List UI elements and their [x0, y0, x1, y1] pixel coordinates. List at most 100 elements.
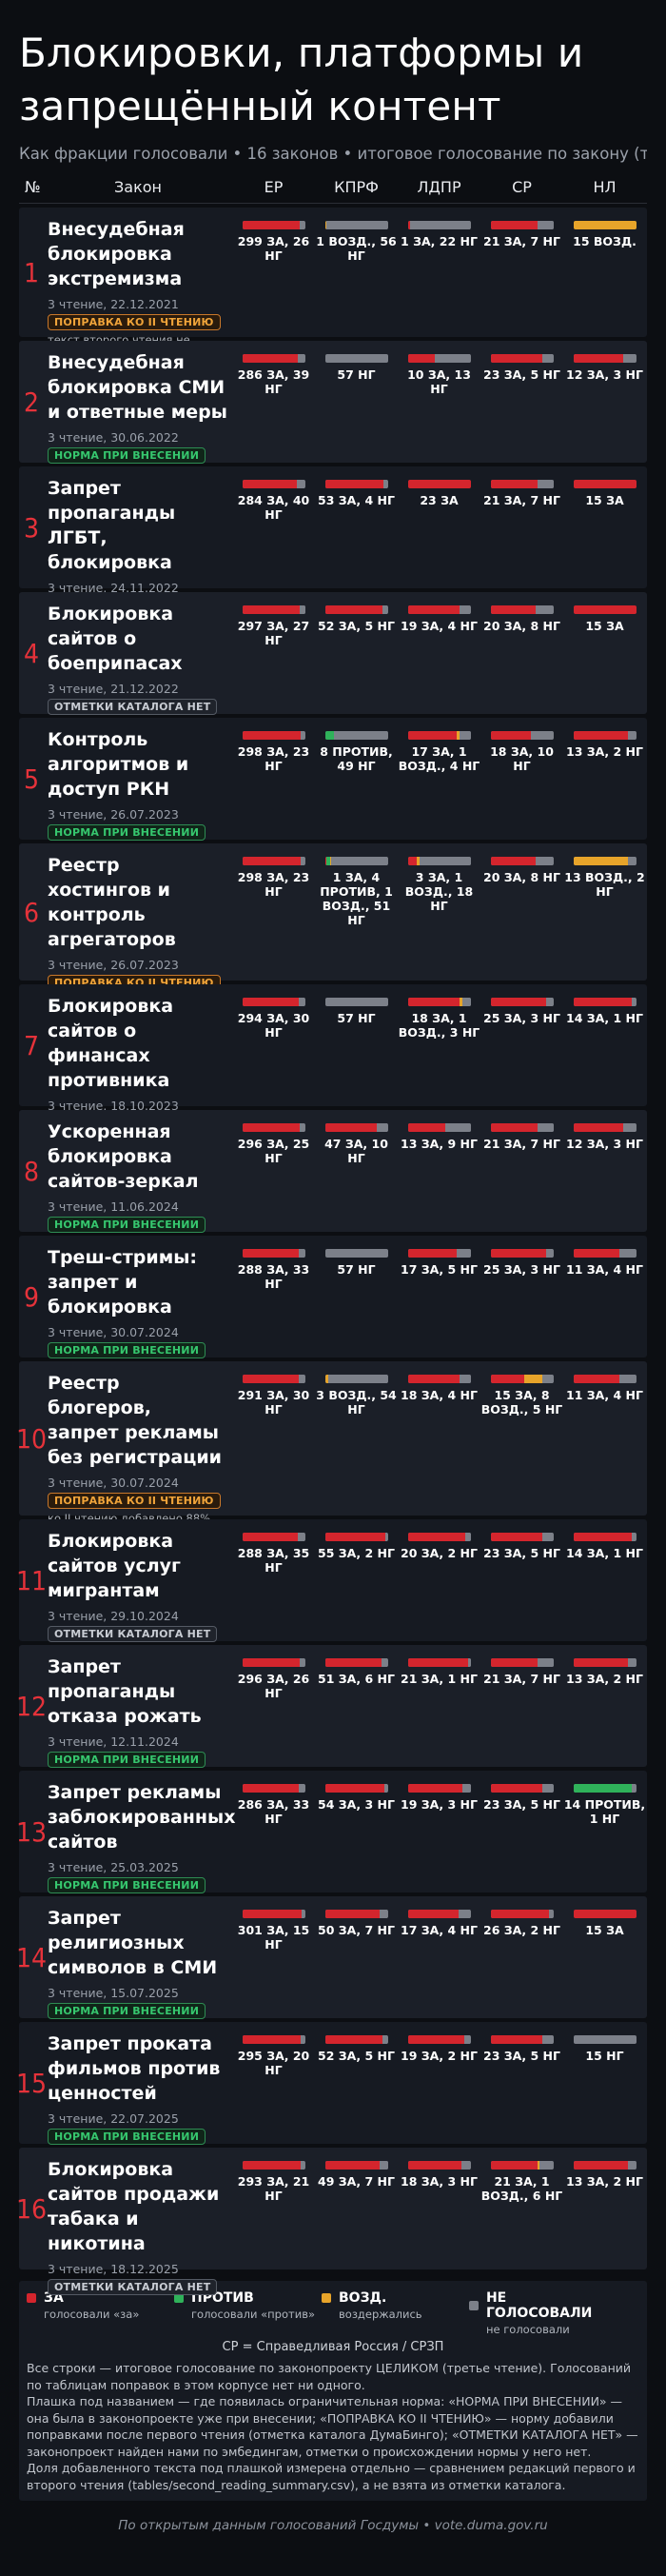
vote-bar-segment-ng	[325, 221, 388, 229]
vote-bar-segment-vo	[538, 2161, 540, 2170]
vote-bar-segment-ng	[538, 480, 554, 488]
vote-cell-ldpr: 19 ЗА, 2 НГ	[398, 2022, 480, 2144]
vote-bar-segment-za	[407, 480, 471, 488]
legend-label: НЕ ГОЛОСОВАЛИ	[485, 2290, 593, 2321]
vote-bar-segment-ng	[298, 1249, 305, 1258]
vote-bar	[490, 857, 554, 865]
status-badge: ОТМЕТКИ КАТАЛОГА НЕТ	[48, 1626, 218, 1642]
vote-bar-segment-za	[573, 2161, 628, 2170]
vote-label: 13 ЗА, 2 НГ	[566, 2174, 643, 2189]
vote-bar-segment-ng	[380, 2161, 388, 2170]
vote-bar-segment-za	[407, 2035, 465, 2044]
vote-bar-segment-ng	[324, 354, 388, 363]
vote-bar	[490, 998, 554, 1006]
vote-bar-segment-ng	[299, 1375, 305, 1383]
vote-cell-sr: 21 ЗА, 7 НГ	[480, 208, 563, 337]
vote-bar	[573, 2035, 637, 2044]
table-header: № Закон ЕР КПРФ ЛДПР СР НЛ	[19, 171, 647, 204]
vote-bar-segment-za	[324, 1658, 382, 1667]
vote-bar-segment-za	[324, 605, 382, 614]
vote-cell-kprf: 49 ЗА, 7 НГ	[315, 2148, 398, 2269]
vote-bar	[490, 1910, 554, 1918]
vote-bar-segment-ng	[541, 2035, 554, 2044]
vote-bar-segment-za	[324, 2161, 381, 2170]
vote-bar-segment-ng	[459, 731, 471, 740]
law-name: Внесудебная блокировка экстремизма	[48, 219, 185, 289]
vote-bar-segment-za	[242, 998, 300, 1006]
vote-bar	[407, 1658, 471, 1667]
vote-cell-sr: 21 ЗА, 7 НГ	[480, 1645, 563, 1767]
vote-bar	[573, 1784, 637, 1793]
row-number: 9	[23, 1280, 40, 1313]
table-body: 1 Внесудебная блокировка экстремизма 3 чте…	[15, 208, 647, 2295]
vote-cell-nl: 14 ЗА, 1 НГ	[563, 1519, 646, 1641]
vote-bar-segment-za	[490, 857, 536, 865]
vote-bar-segment-za	[242, 1533, 299, 1541]
row-number: 1	[23, 256, 40, 288]
vote-label: 15 НГ	[585, 2049, 624, 2063]
vote-bar	[242, 998, 305, 1006]
law-name: Блокировка сайтов о финансах противника	[48, 996, 174, 1091]
vote-bar-segment-za	[242, 480, 298, 488]
vote-label: 294 ЗА, 30 НГ	[237, 1011, 310, 1040]
vote-label: 11 ЗА, 4 НГ	[566, 1388, 643, 1402]
law-cell: Реестр блогеров, запрет рекламы без реги…	[44, 1361, 232, 1539]
vote-bar	[407, 1123, 471, 1132]
vote-bar-segment-za	[407, 857, 417, 865]
vote-cell-er: 284 ЗА, 40 НГ	[232, 466, 315, 588]
vote-bar	[490, 1658, 554, 1667]
vote-bar-segment-za	[242, 605, 300, 614]
vote-bar-segment-za	[407, 354, 436, 363]
vote-bar	[407, 2035, 471, 2044]
vote-bar	[573, 1910, 637, 1918]
vote-label: 8 ПРОТИВ, 49 НГ	[320, 744, 393, 773]
row-number: 15	[15, 2067, 48, 2099]
vote-label: 3 ВОЗД., 54 НГ	[316, 1388, 397, 1417]
law-cell: Запрет пропаганды ЛГБТ, блокировка 3 чтен…	[44, 466, 232, 614]
vote-bar-segment-ng	[300, 857, 305, 865]
vote-label: 12 ЗА, 3 НГ	[566, 1137, 643, 1151]
vote-label: 291 ЗА, 30 НГ	[237, 1388, 310, 1417]
vote-bar	[242, 1784, 305, 1793]
vote-bar	[490, 354, 554, 363]
vote-label: 52 ЗА, 5 НГ	[318, 2049, 395, 2063]
vote-cell-nl: 13 ЗА, 2 НГ	[563, 2148, 646, 2269]
vote-bar	[324, 857, 388, 865]
vote-cell-ldpr: 17 ЗА, 4 НГ	[398, 1896, 480, 2018]
vote-cell-kprf: 57 НГ	[315, 984, 398, 1106]
vote-bar-segment-za	[407, 221, 411, 229]
vote-bar-segment-ng	[384, 1784, 388, 1793]
vote-bar	[407, 1533, 471, 1541]
table-row: 9 Треш-стримы: запрет и блокировка 3 чтени…	[19, 1236, 647, 1358]
vote-cell-kprf: 57 НГ	[315, 341, 398, 463]
vote-cell-ldpr: 18 ЗА, 1 ВОЗД., 3 НГ	[398, 984, 480, 1106]
vote-label: 25 ЗА, 3 НГ	[483, 1011, 560, 1025]
vote-bar-segment-za	[490, 1375, 524, 1383]
vote-label: 15 ЗА	[585, 619, 624, 633]
row-number: 11	[15, 1564, 48, 1596]
vote-bar-segment-ng	[297, 480, 305, 488]
vote-bar-segment-za	[490, 1910, 549, 1918]
vote-cell-er: 296 ЗА, 26 НГ	[232, 1645, 315, 1767]
vote-bar-segment-za	[242, 1784, 299, 1793]
vote-cell-nl: 15 ЗА	[563, 592, 646, 714]
vote-bar-segment-za	[242, 221, 301, 229]
row-number: 13	[15, 1815, 48, 1848]
vote-bar-segment-ng	[410, 221, 471, 229]
vote-bar-segment-ng	[300, 731, 305, 740]
law-date: 3 чтение, 26.07.2023	[48, 807, 179, 822]
legend-item: ПРОТИВ голосовали «против»	[174, 2290, 322, 2336]
law-cell: Блокировка сайтов услуг мигрантам 3 чтени…	[44, 1519, 232, 1642]
vote-cell-kprf: 8 ПРОТИВ, 49 НГ	[315, 718, 398, 840]
vote-bar	[490, 1375, 554, 1383]
vote-label: 296 ЗА, 26 НГ	[237, 1672, 310, 1700]
vote-bar	[573, 857, 637, 865]
vote-cell-ldpr: 23 ЗА	[398, 466, 480, 588]
law-cell: Ускоренная блокировка сайтов-зеркал 3 чте…	[44, 1110, 232, 1233]
vote-bar-segment-ng	[535, 605, 554, 614]
vote-bar	[573, 480, 637, 488]
vote-bar	[407, 731, 471, 740]
vote-cell-kprf: 51 ЗА, 6 НГ	[315, 1645, 398, 1767]
vote-bar	[242, 857, 305, 865]
law-name: Реестр блогеров, запрет рекламы без реги…	[48, 1373, 222, 1468]
